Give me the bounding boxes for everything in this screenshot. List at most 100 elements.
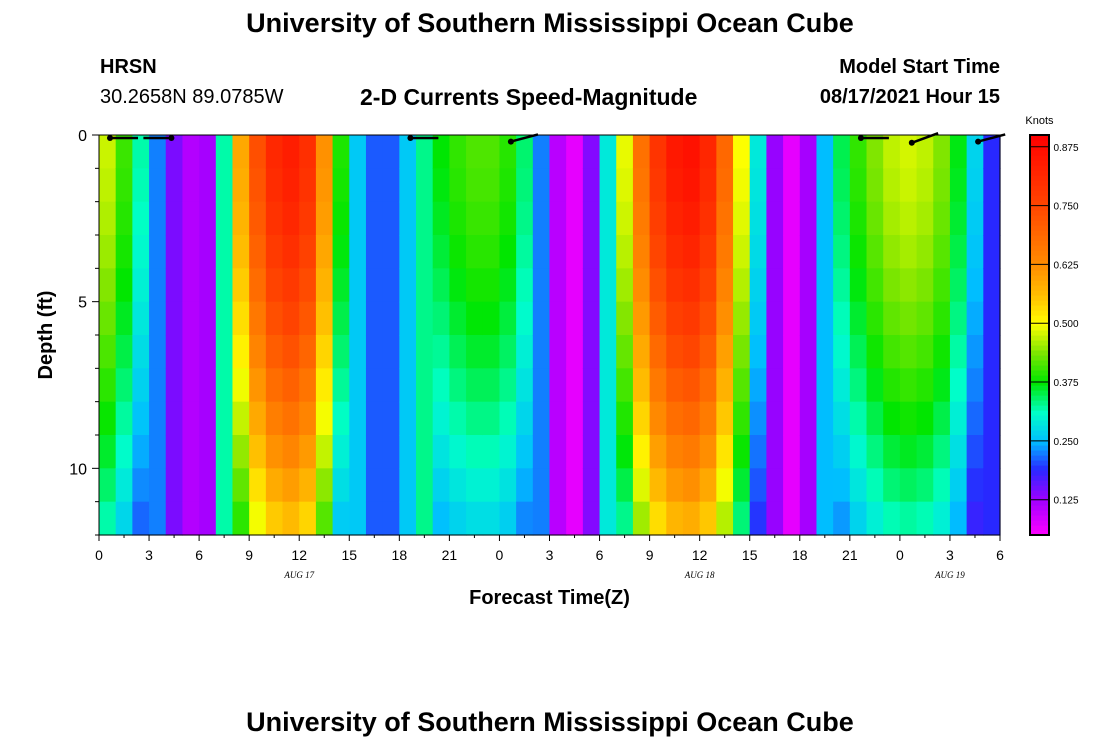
heatmap-cell xyxy=(132,135,150,169)
heatmap-cell xyxy=(599,435,617,469)
heatmap-cell xyxy=(933,135,951,169)
x-tick-label: 0 xyxy=(896,547,904,563)
current-vector-head xyxy=(975,138,982,145)
heatmap-cell xyxy=(349,501,367,536)
current-vector-head xyxy=(107,135,113,141)
heatmap-cell xyxy=(733,335,751,369)
heatmap-cell xyxy=(399,235,417,269)
heatmap-cell xyxy=(416,435,434,469)
heatmap-cell xyxy=(416,135,434,169)
heatmap-cell xyxy=(899,501,918,536)
heatmap-cell xyxy=(966,268,984,303)
colorbar-segment xyxy=(1030,330,1049,336)
heatmap-cell xyxy=(883,468,901,503)
heatmap-cell xyxy=(833,201,851,236)
y-tick-label: 5 xyxy=(78,295,87,312)
x-tick-label: 18 xyxy=(792,547,808,563)
heatmap-cell xyxy=(99,468,117,503)
heatmap-cell xyxy=(482,235,501,269)
heatmap-cell xyxy=(315,368,334,403)
heatmap-cell xyxy=(115,368,133,403)
heatmap-cell xyxy=(766,168,784,203)
heatmap-cell xyxy=(165,501,184,536)
heatmap-cell xyxy=(115,201,133,236)
heatmap-cell xyxy=(783,335,801,369)
heatmap-cell xyxy=(282,401,300,436)
heatmap-cell xyxy=(599,301,617,336)
heatmap-cell xyxy=(816,435,834,469)
heatmap-cell xyxy=(666,468,684,503)
heatmap-cell xyxy=(499,235,517,269)
x-tick-label: 18 xyxy=(392,547,408,563)
heatmap-cell xyxy=(349,435,367,469)
heatmap-cell xyxy=(616,501,634,536)
heatmap-cell xyxy=(799,468,818,503)
heatmap-cell xyxy=(766,268,784,303)
heatmap-cell xyxy=(632,435,651,469)
footer-title: University of Southern Mississippi Ocean… xyxy=(246,707,854,737)
heatmap-cell xyxy=(265,368,284,403)
colorbar-segment xyxy=(1030,210,1049,216)
heatmap-cell xyxy=(632,268,651,303)
colorbar-segment xyxy=(1030,505,1049,511)
colorbar-segment xyxy=(1030,240,1049,246)
heatmap-cell xyxy=(282,435,300,469)
heatmap-cell xyxy=(232,301,250,336)
heatmap-cell xyxy=(516,235,534,269)
heatmap-cell xyxy=(532,301,551,336)
heatmap-cell xyxy=(582,435,601,469)
heatmap-cell xyxy=(632,368,651,403)
heatmap-cell xyxy=(666,368,684,403)
colorbar-segment xyxy=(1030,300,1049,306)
heatmap-cell xyxy=(466,168,484,203)
heatmap-cell xyxy=(382,301,400,336)
heatmap-cell xyxy=(733,201,751,236)
heatmap-cell xyxy=(99,401,117,436)
heatmap-cell xyxy=(566,335,584,369)
colorbar-segment xyxy=(1030,160,1049,166)
colorbar-segment xyxy=(1030,375,1049,381)
heatmap-cell xyxy=(482,468,501,503)
heatmap-cell xyxy=(632,401,651,436)
heatmap-cell xyxy=(315,301,334,336)
colorbar-tick-label: 0.625 xyxy=(1053,260,1078,271)
heatmap-cell xyxy=(332,201,350,236)
date-label: AUG 19 xyxy=(934,570,965,580)
heatmap-cell xyxy=(799,335,818,369)
heatmap-cell xyxy=(916,435,934,469)
heatmap-cell xyxy=(282,301,300,336)
heatmap-cell xyxy=(99,501,117,536)
heatmap-cell xyxy=(849,335,868,369)
heatmap-cell xyxy=(432,435,450,469)
heatmap-cell xyxy=(382,168,400,203)
heatmap-cell xyxy=(466,435,484,469)
heatmap-cell xyxy=(482,268,501,303)
heatmap-cell xyxy=(733,401,751,436)
heatmap-cell xyxy=(482,301,501,336)
heatmap-cell xyxy=(232,201,250,236)
heatmap-cell xyxy=(232,401,250,436)
heatmap-cell xyxy=(716,401,734,436)
colorbar-segment xyxy=(1030,520,1049,526)
colorbar-segment xyxy=(1030,230,1049,236)
colorbar-segment xyxy=(1030,255,1049,261)
heatmap-cell xyxy=(282,268,300,303)
heatmap-cell xyxy=(749,301,768,336)
heatmap-cell xyxy=(449,135,467,169)
heatmap-cell xyxy=(833,268,851,303)
heatmap-cell xyxy=(365,468,384,503)
heatmap-cell xyxy=(582,135,601,169)
heatmap-cell xyxy=(966,468,984,503)
heatmap-cell xyxy=(899,435,918,469)
heatmap-cell xyxy=(199,335,217,369)
heatmap-cell xyxy=(265,268,284,303)
heatmap-cell xyxy=(883,401,901,436)
heatmap-cell xyxy=(933,168,951,203)
heatmap-cell xyxy=(699,368,717,403)
heatmap-cell xyxy=(549,468,567,503)
x-tick-label: 3 xyxy=(546,547,554,563)
heatmap-cell xyxy=(365,368,384,403)
colorbar-units: Knots xyxy=(1025,115,1054,127)
colorbar-segment xyxy=(1030,170,1049,176)
heatmap-cell xyxy=(499,301,517,336)
